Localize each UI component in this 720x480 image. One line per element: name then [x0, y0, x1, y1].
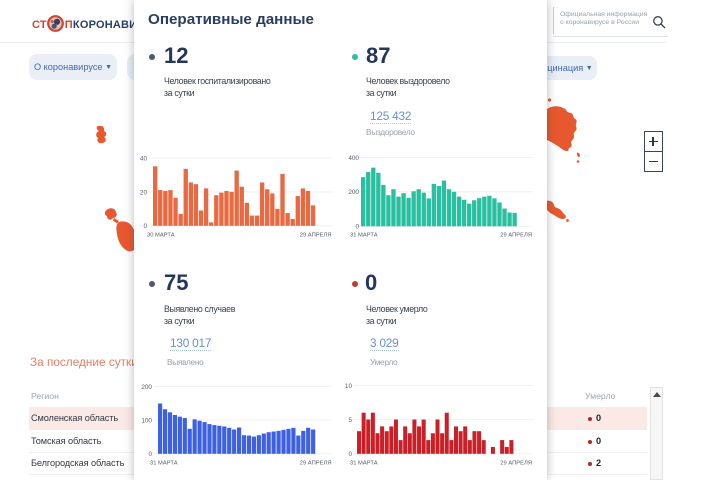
svg-text:0: 0: [355, 224, 359, 231]
svg-text:100: 100: [141, 418, 152, 425]
svg-text:29 АПРЕЛЯ: 29 АПРЕЛЯ: [500, 461, 532, 467]
svg-text:400: 400: [348, 155, 359, 162]
svg-text:200: 200: [141, 384, 152, 391]
svg-text:31 МАРТА: 31 МАРТА: [350, 461, 378, 467]
svg-text:0: 0: [348, 451, 352, 458]
svg-text:200: 200: [348, 189, 359, 196]
svg-text:5: 5: [348, 417, 352, 424]
svg-text:0: 0: [143, 223, 147, 230]
svg-text:29 АПРЕЛЯ: 29 АПРЕЛЯ: [300, 233, 332, 239]
svg-text:0: 0: [148, 451, 152, 458]
svg-text:20: 20: [140, 190, 148, 197]
svg-text:31 МАРТА: 31 МАРТА: [350, 233, 378, 239]
svg-text:31 МАРТА: 31 МАРТА: [150, 461, 178, 467]
svg-text:40: 40: [140, 156, 148, 163]
svg-text:29 АПРЕЛЯ: 29 АПРЕЛЯ: [500, 233, 532, 239]
svg-text:29 АПРЕЛЯ: 29 АПРЕЛЯ: [300, 461, 332, 467]
svg-text:30 МАРТА: 30 МАРТА: [147, 233, 175, 239]
svg-text:10: 10: [345, 383, 353, 390]
